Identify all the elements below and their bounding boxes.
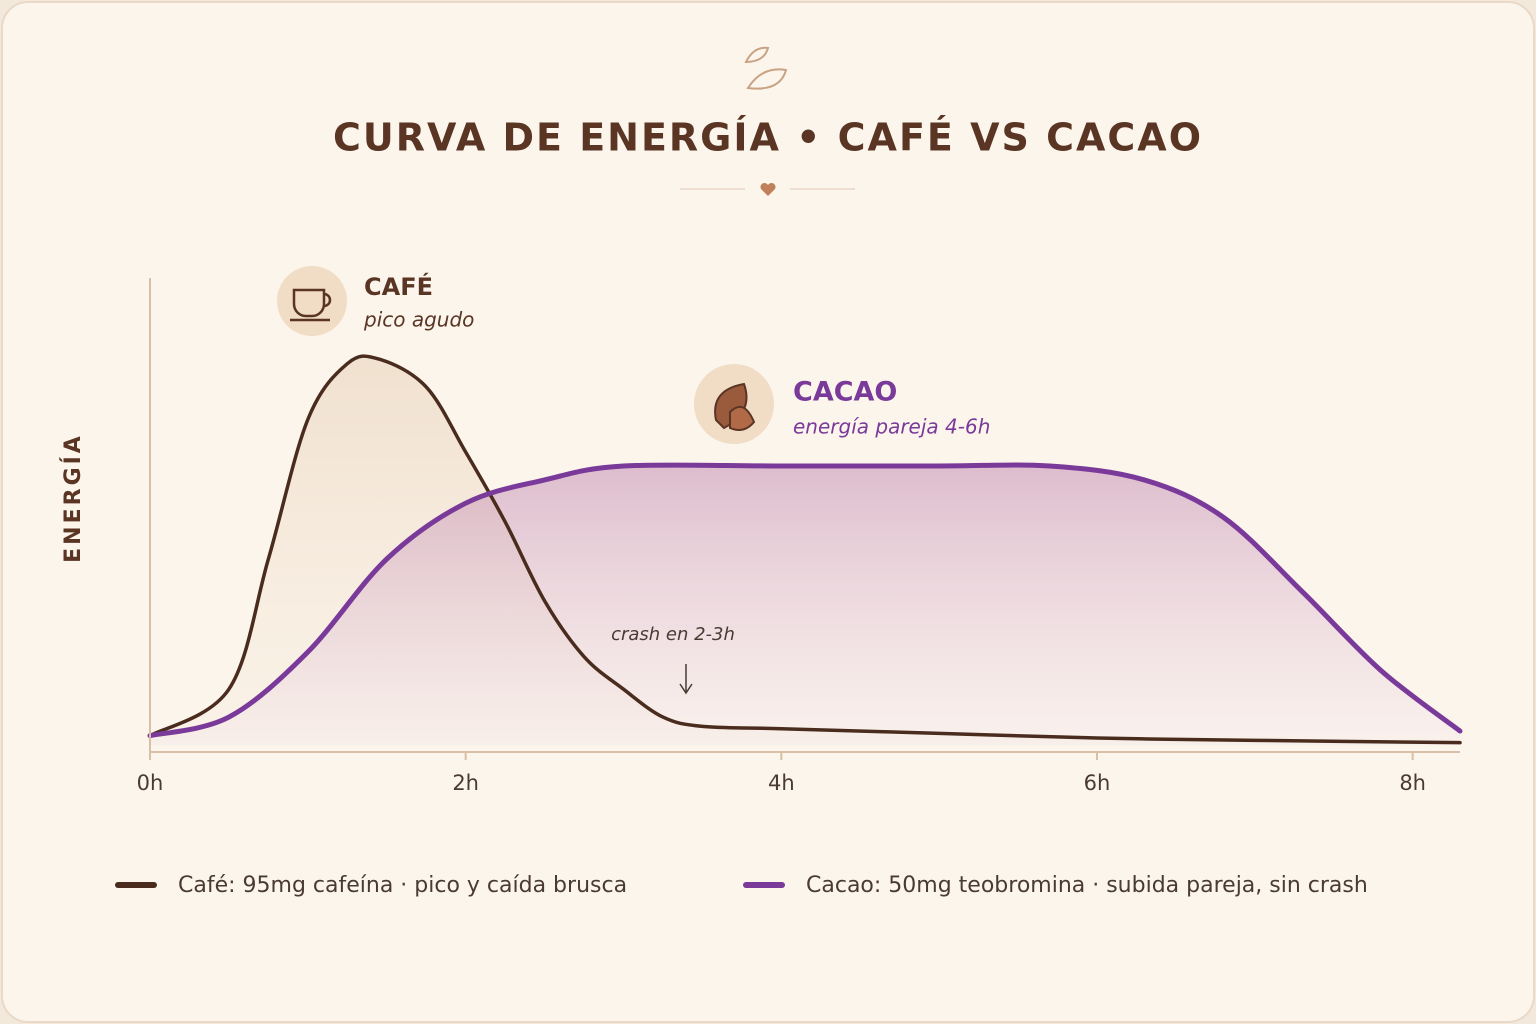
x-tick-label: 2h [452,771,479,795]
annotation-text: crash en 2-3h [611,624,735,645]
x-tick-label: 4h [768,771,795,795]
heart-icon [760,182,776,196]
y-axis-label: ENERGÍA [60,433,86,563]
legend-label: Cacao: 50mg teobromina · subida pareja, … [806,873,1368,898]
x-tick-label: 8h [1399,771,1426,795]
x-tick-label: 0h [137,771,164,795]
annotation-text: energía pareja 4-6h [793,415,990,439]
series-line [147,462,1463,739]
leaf-icon [744,46,788,90]
coffee-icon [290,288,332,322]
series-line [148,354,1462,745]
area-fill [150,464,1460,745]
x-tick-label: 6h [1084,771,1111,795]
coffee-icon-bg [277,266,347,336]
annotation-text: pico agudo [363,308,474,332]
annotation-title: CACAO [793,377,897,408]
chart-title: CURVA DE ENERGÍA • CAFÉ VS CACAO [333,116,1203,160]
annotation-arrow [679,664,693,695]
cacao-icon [714,382,756,431]
annotation-title: CAFÉ [364,272,433,301]
legend-label: Café: 95mg cafeína · pico y caída brusca [178,873,627,898]
